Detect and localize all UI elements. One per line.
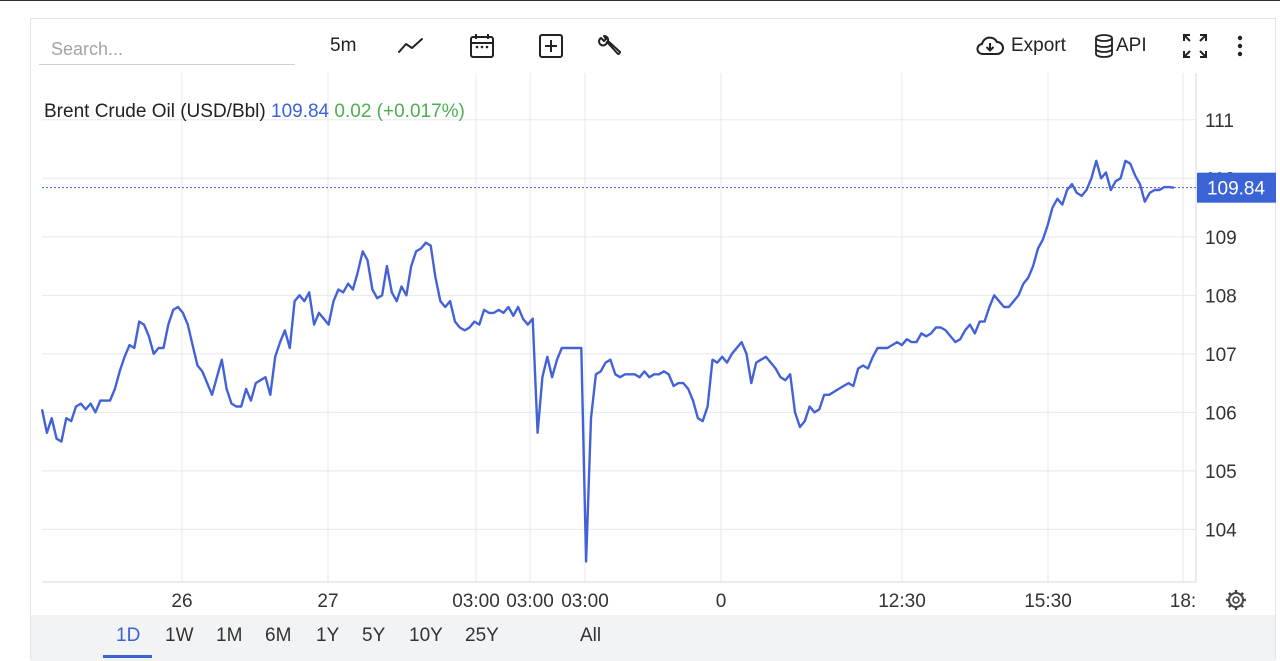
api-label: API	[1116, 35, 1147, 56]
interval-selector[interactable]: 5m	[330, 35, 357, 56]
last-price-tag	[1197, 172, 1276, 203]
database-icon	[1094, 33, 1114, 59]
export-button[interactable]: Export	[975, 31, 1066, 61]
range-1m[interactable]: 1M	[216, 625, 243, 646]
range-1y[interactable]: 1Y	[316, 625, 340, 646]
x-tick-label: 03:00	[561, 591, 609, 612]
range-6m[interactable]: 6M	[265, 625, 292, 646]
range-25y[interactable]: 25Y	[465, 625, 499, 646]
y-tick-label: 104	[1205, 520, 1237, 541]
chart-panel: 5m Export API	[30, 18, 1277, 661]
active-range-indicator	[103, 655, 152, 658]
settings-gear-icon[interactable]	[1226, 590, 1246, 610]
y-tick-label: 105	[1205, 462, 1237, 483]
legend-price: 109.84	[271, 101, 334, 122]
series-line	[40, 159, 1175, 563]
x-tick-label: 27	[317, 591, 338, 612]
range-bar: 1D 1W 1M 6M 1Y 5Y 10Y 25Y All	[31, 615, 1275, 661]
wrench-icon[interactable]	[597, 31, 623, 61]
legend-name: Brent Crude Oil (USD/Bbl)	[44, 101, 271, 122]
x-tick-label: 15:30	[1024, 591, 1072, 612]
range-all[interactable]: All	[580, 625, 602, 646]
y-tick-label: 111	[1205, 111, 1234, 132]
x-tick-label: 03:00	[452, 591, 500, 612]
search-input[interactable]	[39, 35, 295, 65]
y-tick-label: 107	[1205, 345, 1237, 366]
last-price-label: 109.84	[1207, 179, 1266, 200]
range-1w[interactable]: 1W	[165, 625, 194, 646]
y-tick-label: 106	[1205, 403, 1237, 424]
x-tick-label: 0	[716, 591, 727, 612]
y-tick-label: 109	[1205, 228, 1237, 249]
fullscreen-icon[interactable]	[1182, 31, 1208, 61]
chart-toolbar: 5m Export API	[31, 19, 1275, 73]
calendar-icon[interactable]	[469, 31, 495, 61]
price-chart[interactable]: 104105106107108109110111262703:0003:0003…	[31, 19, 1277, 615]
cloud-download-icon	[975, 34, 1005, 58]
line-chart-icon[interactable]	[397, 31, 425, 61]
range-5y[interactable]: 5Y	[362, 625, 386, 646]
range-1d[interactable]: 1D	[116, 625, 141, 646]
range-10y[interactable]: 10Y	[409, 625, 443, 646]
x-tick-label: 12:30	[878, 591, 926, 612]
chart-legend: Brent Crude Oil (USD/Bbl) 109.84 0.02 (+…	[44, 101, 465, 122]
add-indicator-icon[interactable]	[538, 31, 564, 61]
legend-change: 0.02 (+0.017%)	[334, 101, 464, 122]
api-button[interactable]: API	[1094, 31, 1147, 61]
y-tick-label: 108	[1205, 286, 1237, 307]
export-label: Export	[1011, 35, 1066, 56]
x-tick-label: 18:	[1170, 591, 1196, 612]
x-tick-label: 26	[171, 591, 192, 612]
window-top-border	[0, 0, 1280, 1]
x-tick-label: 03:00	[506, 591, 554, 612]
more-icon[interactable]	[1235, 31, 1245, 61]
